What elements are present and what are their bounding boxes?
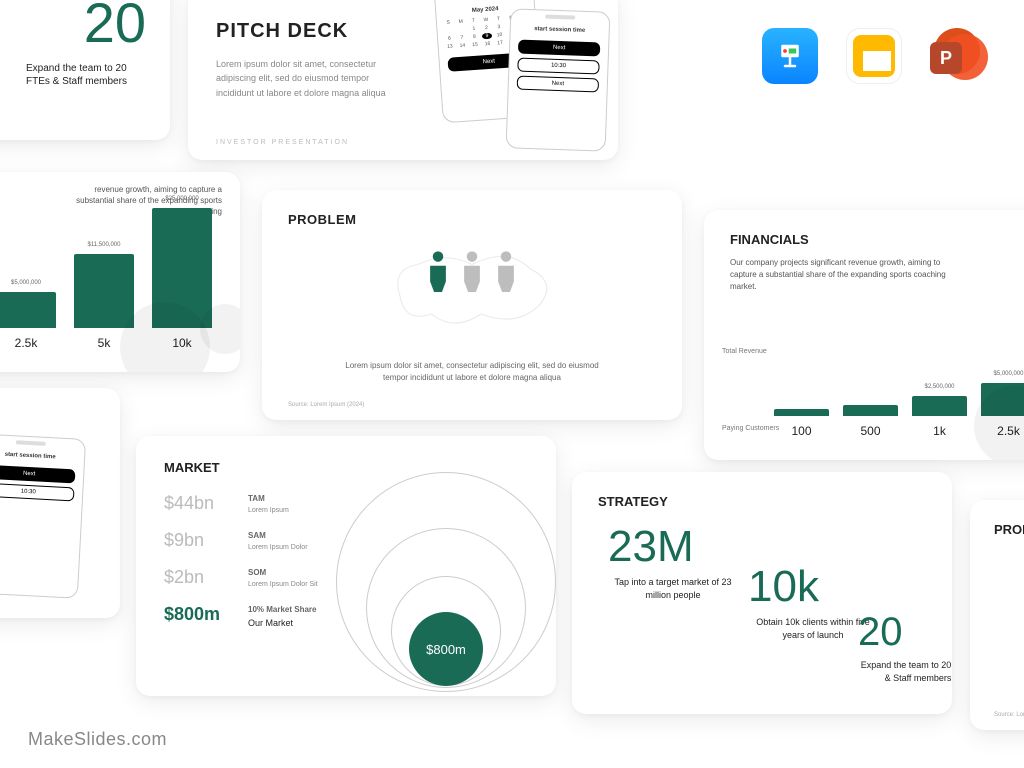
market-core-bubble: $800m: [409, 612, 483, 686]
strategy-big-number: 20: [858, 610, 952, 655]
y-axis-label: Total Revenue: [722, 348, 767, 355]
market-amount: $800m: [164, 604, 234, 625]
phone-header: Select start session date: [435, 0, 533, 1]
person-icon: [458, 250, 486, 297]
market-amount: $2bn: [164, 567, 234, 588]
source-label: Source: Lorem Ipsum (2024): [288, 402, 364, 408]
pitch-body: Lorem ipsum dolor sit amet, consectetur …: [216, 57, 406, 100]
phone-outline-button: Next: [517, 76, 599, 93]
phone-mockup-2: start session time Next 10:30 Next: [506, 8, 611, 151]
bar-value: $5,000,000: [993, 371, 1023, 377]
slide-card-market: MARKET $44bn TAMLorem Ipsum $9bn SAMLore…: [136, 436, 556, 696]
market-tag: SAM: [248, 530, 308, 541]
bar-value: $5,000,000: [11, 280, 41, 286]
bar-xlabel: 500: [860, 424, 880, 438]
slide-card-problem-peek: PROBLEM Source: Lorem Ipsum (2024): [970, 500, 1024, 730]
bar-xlabel: 1k: [933, 424, 946, 438]
slide-card-phones: Select start session date May 2024 SMTWT…: [0, 388, 120, 618]
problem2-title: PROBLEM: [994, 522, 1024, 537]
slide-card-goal-20: k clients within launch 20 Expand the te…: [0, 0, 170, 140]
y-axis-label: Paying Customers: [722, 425, 779, 432]
strategy-caption: Expand the team to 20 FTEs & Staff membe…: [858, 659, 952, 684]
bar-xlabel: 100: [791, 424, 811, 438]
phone-mockup-2: start session time Next 10:30: [0, 433, 86, 599]
market-tag: SOM: [248, 567, 318, 578]
strategy-big-number: 23M: [608, 522, 738, 572]
keynote-icon: [762, 28, 818, 84]
source-label: Source: Lorem Ipsum (2024): [994, 712, 1024, 718]
strategy-caption: Tap into a target market of 23 million p…: [608, 576, 738, 601]
bar-xlabel: 2.5k: [15, 336, 38, 350]
bar-value: $2,500,000: [924, 384, 954, 390]
bar-value: $11,500,000: [88, 242, 121, 248]
bar-value: $25,000,000: [165, 196, 198, 202]
market-label: Lorem Ipsum: [248, 507, 289, 514]
gslides-icon: [846, 28, 902, 84]
phone-mockups: Select start session date May 2024 SMTWT…: [418, 0, 618, 160]
market-tag: TAM: [248, 493, 289, 504]
phone-dark-button: Next: [518, 40, 600, 57]
phone-start-label: start session time: [511, 25, 609, 34]
strategy-item-3: 20 Expand the team to 20 FTEs & Staff me…: [858, 610, 952, 684]
powerpoint-icon: P: [930, 28, 986, 84]
people-icons: [424, 250, 520, 297]
market-label: Our Market: [248, 618, 293, 628]
market-label: Lorem Ipsum Dolor Sit: [248, 581, 318, 588]
bar-xlabel: 5k: [98, 336, 111, 350]
market-amount: $44bn: [164, 493, 234, 514]
market-tag: 10% Market Share: [248, 604, 316, 615]
fin-desc: Our company projects significant revenue…: [730, 257, 950, 293]
phone-dark-button: Next: [0, 465, 76, 484]
pitch-footer-label: INVESTOR PRESENTATION: [216, 139, 349, 146]
slide-card-pitch-deck: PITCH DECK Lorem ipsum dolor sit amet, c…: [188, 0, 618, 160]
market-label: Lorem Ipsum Dolor: [248, 544, 308, 551]
market-amount: $9bn: [164, 530, 234, 551]
person-icon: [492, 250, 520, 297]
strategy-big-number: 10k: [748, 562, 878, 612]
caption-expand-team: Expand the team to 20 FTEs & Staff membe…: [26, 62, 146, 88]
market-rings: $800m: [336, 472, 556, 696]
phone-time-button: 10:30: [517, 58, 599, 75]
fin-title: FINANCIALS: [730, 232, 1024, 247]
slide-card-bars-left: revenue growth, aiming to capture a subs…: [0, 172, 240, 372]
problem-body: Lorem ipsum dolor sit amet, consectetur …: [342, 360, 602, 384]
person-icon: [424, 250, 452, 297]
big-number-20: 20: [84, 0, 146, 55]
brand-label: MakeSlides.com: [28, 729, 167, 750]
problem-title: PROBLEM: [288, 212, 656, 227]
slide-card-strategy: STRATEGY 23M Tap into a target market of…: [572, 472, 952, 714]
strategy-title: STRATEGY: [598, 494, 926, 509]
phone-time-button: 10:30: [0, 483, 75, 502]
slide-card-problem: PROBLEM Lorem ipsum dolor sit amet, cons…: [262, 190, 682, 420]
strategy-item-1: 23M Tap into a target market of 23 milli…: [608, 522, 738, 601]
phone-start-label: start session time: [0, 450, 84, 462]
app-icons-row: P: [762, 28, 986, 84]
slide-card-financials: FINANCIALS Our company projects signific…: [704, 210, 1024, 460]
